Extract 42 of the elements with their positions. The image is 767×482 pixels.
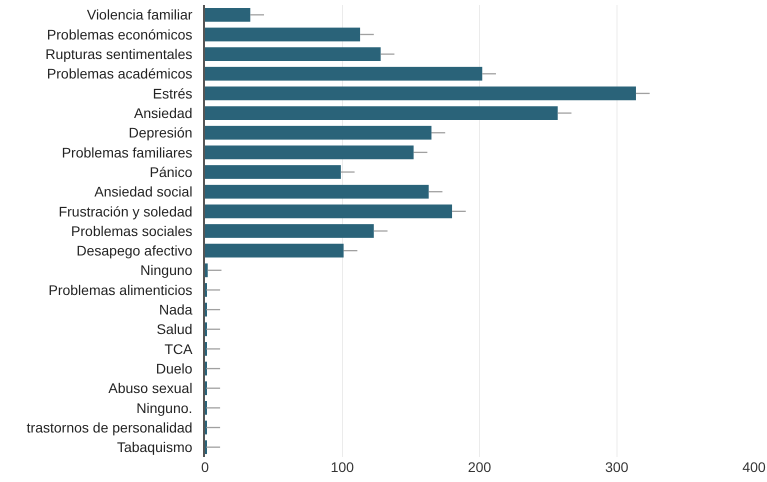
y-tick-label: Problemas sociales xyxy=(71,222,192,239)
y-tick-label: Pánico xyxy=(150,164,193,180)
y-tick-label: TCA xyxy=(164,340,194,357)
y-tick-label: trastornos de personalidad xyxy=(26,419,192,436)
y-tick-label: Depresión xyxy=(128,124,192,141)
bar xyxy=(205,86,636,100)
bar xyxy=(205,244,344,258)
y-tick-label: Nada xyxy=(158,302,193,318)
bar xyxy=(205,263,208,278)
x-tick-label: 0 xyxy=(201,459,210,475)
y-tick-label: Problemas académicos xyxy=(46,66,192,82)
y-tick-label: Desapego afectivo xyxy=(76,242,193,259)
bar xyxy=(205,224,374,238)
y-tick-label: Rupturas sentimentales xyxy=(45,46,192,62)
y-tick-label: Estrés xyxy=(152,85,192,102)
bar xyxy=(205,106,558,120)
y-tick-label: Salud xyxy=(156,321,192,338)
y-tick-label: Violencia familiar xyxy=(86,6,193,23)
y-tick-label: Ansiedad xyxy=(134,104,192,121)
y-tick-label: Ansiedad social xyxy=(94,184,192,200)
bar xyxy=(205,184,429,199)
bar xyxy=(205,28,360,42)
bar xyxy=(205,126,432,140)
y-tick-label: Abuso sexual xyxy=(108,380,192,396)
x-tick-label: 300 xyxy=(605,459,629,475)
x-tick-label: 200 xyxy=(468,459,492,475)
x-tick-label: 400 xyxy=(742,459,766,475)
y-tick-label: Tabaquismo xyxy=(116,439,193,456)
bar xyxy=(205,204,452,218)
bar xyxy=(205,165,341,179)
y-tick-label: Problemas familiares xyxy=(62,144,192,160)
y-tick-label: Problemas alimenticios xyxy=(48,282,192,298)
y-tick-label: Duelo xyxy=(156,360,193,376)
bar xyxy=(205,146,414,160)
y-tick-label: Frustración y soledad xyxy=(58,203,192,220)
y-tick-label: Ninguno xyxy=(140,262,193,278)
bar xyxy=(205,8,250,22)
bar xyxy=(205,47,381,62)
x-tick-label: 100 xyxy=(330,459,354,475)
y-tick-label: Problemas económicos xyxy=(46,26,192,42)
y-tick-label: Ninguno. xyxy=(136,400,192,416)
bar xyxy=(205,66,482,81)
